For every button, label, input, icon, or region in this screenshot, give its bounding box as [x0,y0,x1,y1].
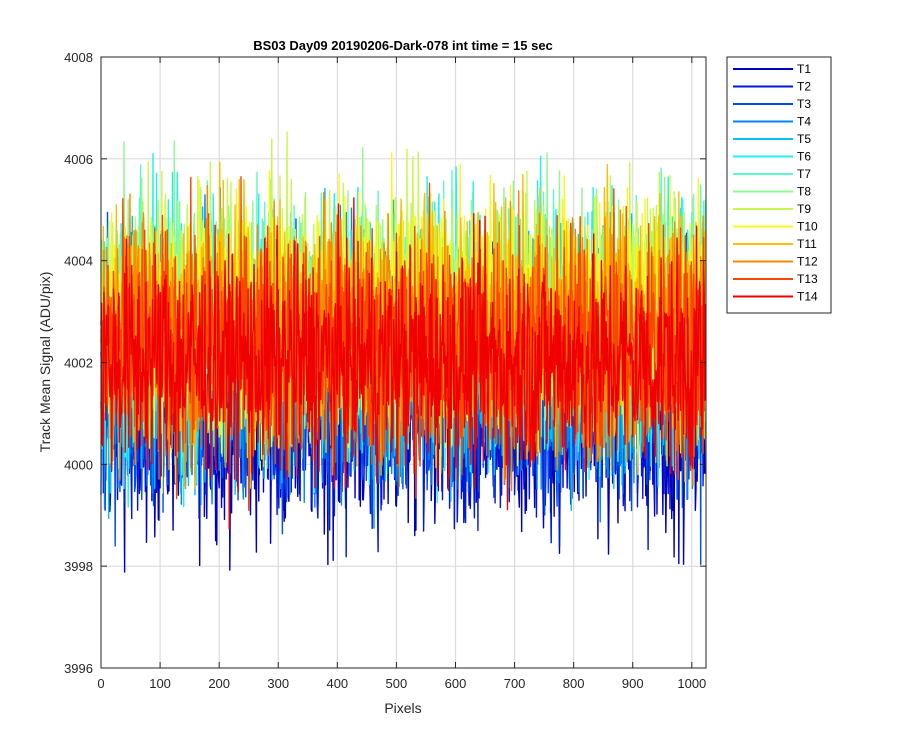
legend-label: T11 [797,237,817,251]
x-axis-label: Pixels [384,700,421,716]
chart-title: BS03 Day09 20190206-Dark-078 int time = … [253,38,553,53]
legend-label: T14 [797,290,818,304]
x-tick-label: 900 [622,676,644,691]
legend-label: T9 [797,202,811,216]
legend-label: T4 [797,115,811,129]
legend-label: T10 [797,220,818,234]
y-axis-label: Track Mean Signal (ADU/pix) [37,272,53,453]
x-tick-label: 1000 [677,676,706,691]
legend-label: T6 [797,150,811,164]
legend-label: T3 [797,97,811,111]
y-tick-label: 4008 [64,50,93,65]
x-tick-label: 300 [267,676,289,691]
x-tick-label: 100 [149,676,171,691]
x-tick-label: 800 [563,676,585,691]
y-tick-label: 3996 [64,661,93,676]
x-tick-label: 500 [386,676,408,691]
y-tick-label: 4004 [64,254,93,269]
x-tick-label: 600 [445,676,467,691]
series-layer [100,131,707,573]
legend-label: T8 [797,185,811,199]
ticks: 0 100 200 300 400 500 600 700 800 900 1000 3996 3998… [64,50,706,691]
y-tick-label: 4002 [64,356,93,371]
x-tick-label: 200 [208,676,230,691]
series-line-t14 [100,197,707,530]
legend-label: T1 [797,62,811,76]
legend-label: T12 [797,255,818,269]
legend-label: T2 [797,80,811,94]
y-tick-label: 4006 [64,152,93,167]
x-tick-label: 400 [326,676,348,691]
y-tick-label: 3998 [64,559,93,574]
legend-label: T7 [797,167,811,181]
x-tick-label: 700 [504,676,526,691]
legend [726,56,832,314]
legend-label: T5 [797,132,811,146]
y-tick-label: 4000 [64,457,93,472]
legend-items: T1 T2 T3 T4 T5 T6 T7 T8 T9 T10 T11 T12 T13 T14 [733,62,818,304]
legend-label: T13 [797,272,818,286]
x-tick-label: 0 [97,676,104,691]
